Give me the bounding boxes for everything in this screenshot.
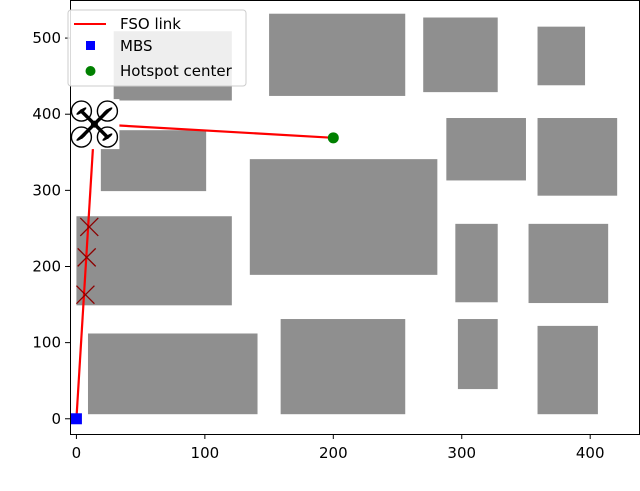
y-tick-label: 0 bbox=[51, 410, 61, 428]
building-7 bbox=[537, 118, 618, 196]
blockage-marker-1 bbox=[79, 217, 99, 237]
hotspot-center-point bbox=[327, 132, 339, 144]
legend-frame bbox=[67, 9, 247, 87]
x-tick-label: 300 bbox=[447, 444, 476, 462]
building-13 bbox=[280, 319, 406, 415]
fso-link-1 bbox=[75, 124, 96, 419]
building-8 bbox=[249, 159, 438, 275]
legend-mbs-label: MBS bbox=[120, 37, 153, 55]
x-tick-label: 400 bbox=[576, 444, 605, 462]
building-12 bbox=[87, 333, 258, 415]
building-4 bbox=[537, 26, 586, 86]
x-tick-label: 100 bbox=[191, 444, 220, 462]
buildings-layer bbox=[76, 13, 618, 415]
building-11 bbox=[528, 223, 609, 304]
building-10 bbox=[455, 223, 498, 303]
legend-fso-label: FSO link bbox=[120, 15, 181, 33]
building-15 bbox=[537, 325, 598, 415]
fso-link-2 bbox=[94, 123, 334, 139]
y-tick-label: 200 bbox=[32, 257, 61, 275]
legend-hotspot-label: Hotspot center bbox=[120, 62, 233, 80]
y-tick-label: 400 bbox=[32, 105, 61, 123]
x-tick-label: 0 bbox=[72, 444, 82, 462]
blockage-marker-3 bbox=[75, 285, 95, 305]
y-tick-label: 100 bbox=[32, 334, 61, 352]
building-9 bbox=[76, 216, 232, 306]
x-tick-label: 200 bbox=[319, 444, 348, 462]
fso-links-layer bbox=[75, 123, 334, 419]
blockage-marker-2 bbox=[77, 247, 97, 267]
building-14 bbox=[457, 319, 498, 390]
y-axis: 0 100 200 300 400 500 bbox=[32, 29, 70, 428]
markers-layer bbox=[69, 99, 339, 425]
legend-hotspot-swatch bbox=[85, 66, 96, 76]
building-6 bbox=[446, 118, 526, 181]
x-axis: 0 100 200 300 400 bbox=[72, 434, 605, 462]
building-2 bbox=[269, 13, 406, 96]
legend-mbs-swatch bbox=[86, 41, 95, 50]
building-3 bbox=[423, 17, 498, 93]
y-tick-label: 500 bbox=[32, 29, 61, 47]
uav-drone-icon bbox=[69, 99, 120, 150]
y-tick-label: 300 bbox=[32, 181, 61, 199]
legend: FSO link MBS Hotspot center bbox=[67, 9, 247, 87]
mbs-point bbox=[70, 413, 82, 425]
